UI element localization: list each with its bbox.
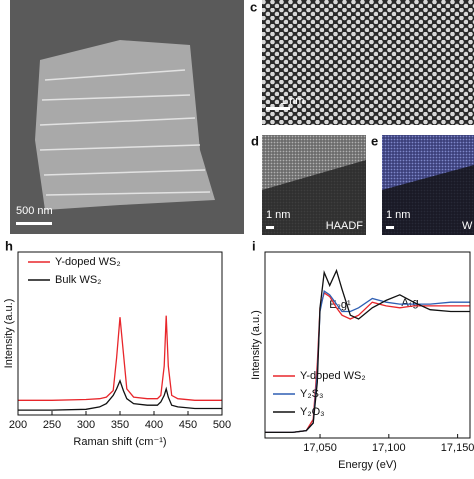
x-tick-label: 17,100: [372, 442, 406, 454]
x-tick-label: 400: [145, 419, 163, 431]
scale-label: 500 nm: [16, 205, 53, 217]
legend-label: Y-doped WS₂: [300, 370, 366, 382]
scale-bar: [266, 107, 290, 110]
y-axis-label: Intensity (a.u.): [3, 299, 15, 369]
data-line: [265, 268, 470, 434]
panel-label: d: [251, 133, 259, 148]
legend-label: Y-doped WS₂: [55, 256, 121, 268]
legend-label: Y₂S₃: [300, 388, 323, 400]
panel-label: h: [5, 238, 13, 253]
mode-label: HAADF: [326, 220, 364, 232]
x-tick-label: 500: [213, 419, 231, 431]
panel-label: e: [371, 133, 378, 148]
sem-texture: [39, 69, 211, 196]
plot-frame: [17, 251, 223, 416]
scale-label: 1 nm: [280, 95, 304, 107]
x-axis-label: Raman shift (cm⁻¹): [73, 436, 166, 448]
legend-label: Y₂O₃: [300, 406, 325, 418]
x-tick-label: 250: [43, 419, 61, 431]
scale-label: 1 nm: [266, 209, 290, 221]
x-tick-label: 350: [111, 419, 129, 431]
shadow: [382, 165, 474, 235]
scale-bar: [386, 226, 394, 229]
panel-label: i: [252, 238, 256, 253]
scale-bar: [266, 226, 274, 229]
x-tick-label: 300: [77, 419, 95, 431]
data-line: [265, 291, 470, 434]
panel-label: c: [250, 0, 257, 14]
legend-label: Bulk WS₂: [55, 274, 101, 286]
data-line: [18, 378, 222, 411]
plot-frame: [264, 251, 471, 439]
x-tick-label: 17,150: [441, 442, 474, 454]
x-tick-label: 450: [179, 419, 197, 431]
x-tick-label: 200: [9, 419, 27, 431]
y-axis-label: Intensity (a.u.): [250, 310, 262, 380]
shadow: [262, 160, 366, 235]
mode-label: W: [462, 220, 473, 232]
sem-flake: [35, 40, 215, 210]
x-tick-label: 17,050: [303, 442, 337, 454]
data-line: [18, 315, 222, 401]
stem-image: [262, 0, 474, 125]
scale-label: 1 nm: [386, 209, 410, 221]
scale-bar: [16, 222, 52, 225]
x-axis-label: Energy (eV): [338, 459, 397, 471]
